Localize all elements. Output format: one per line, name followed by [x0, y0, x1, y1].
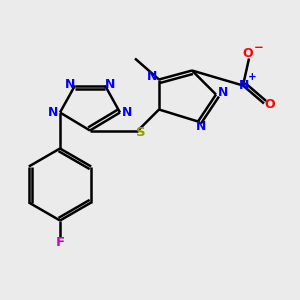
Text: O: O	[242, 46, 253, 60]
Text: N: N	[48, 106, 59, 119]
Text: O: O	[264, 98, 275, 112]
Text: +: +	[248, 72, 257, 82]
Text: N: N	[64, 77, 75, 91]
Text: N: N	[238, 79, 249, 92]
Text: N: N	[196, 120, 206, 134]
Text: N: N	[147, 70, 158, 83]
Text: −: −	[254, 40, 263, 54]
Text: S: S	[136, 126, 145, 140]
Text: N: N	[105, 77, 116, 91]
Text: N: N	[218, 85, 228, 99]
Text: N: N	[122, 106, 132, 119]
Text: F: F	[56, 236, 64, 250]
